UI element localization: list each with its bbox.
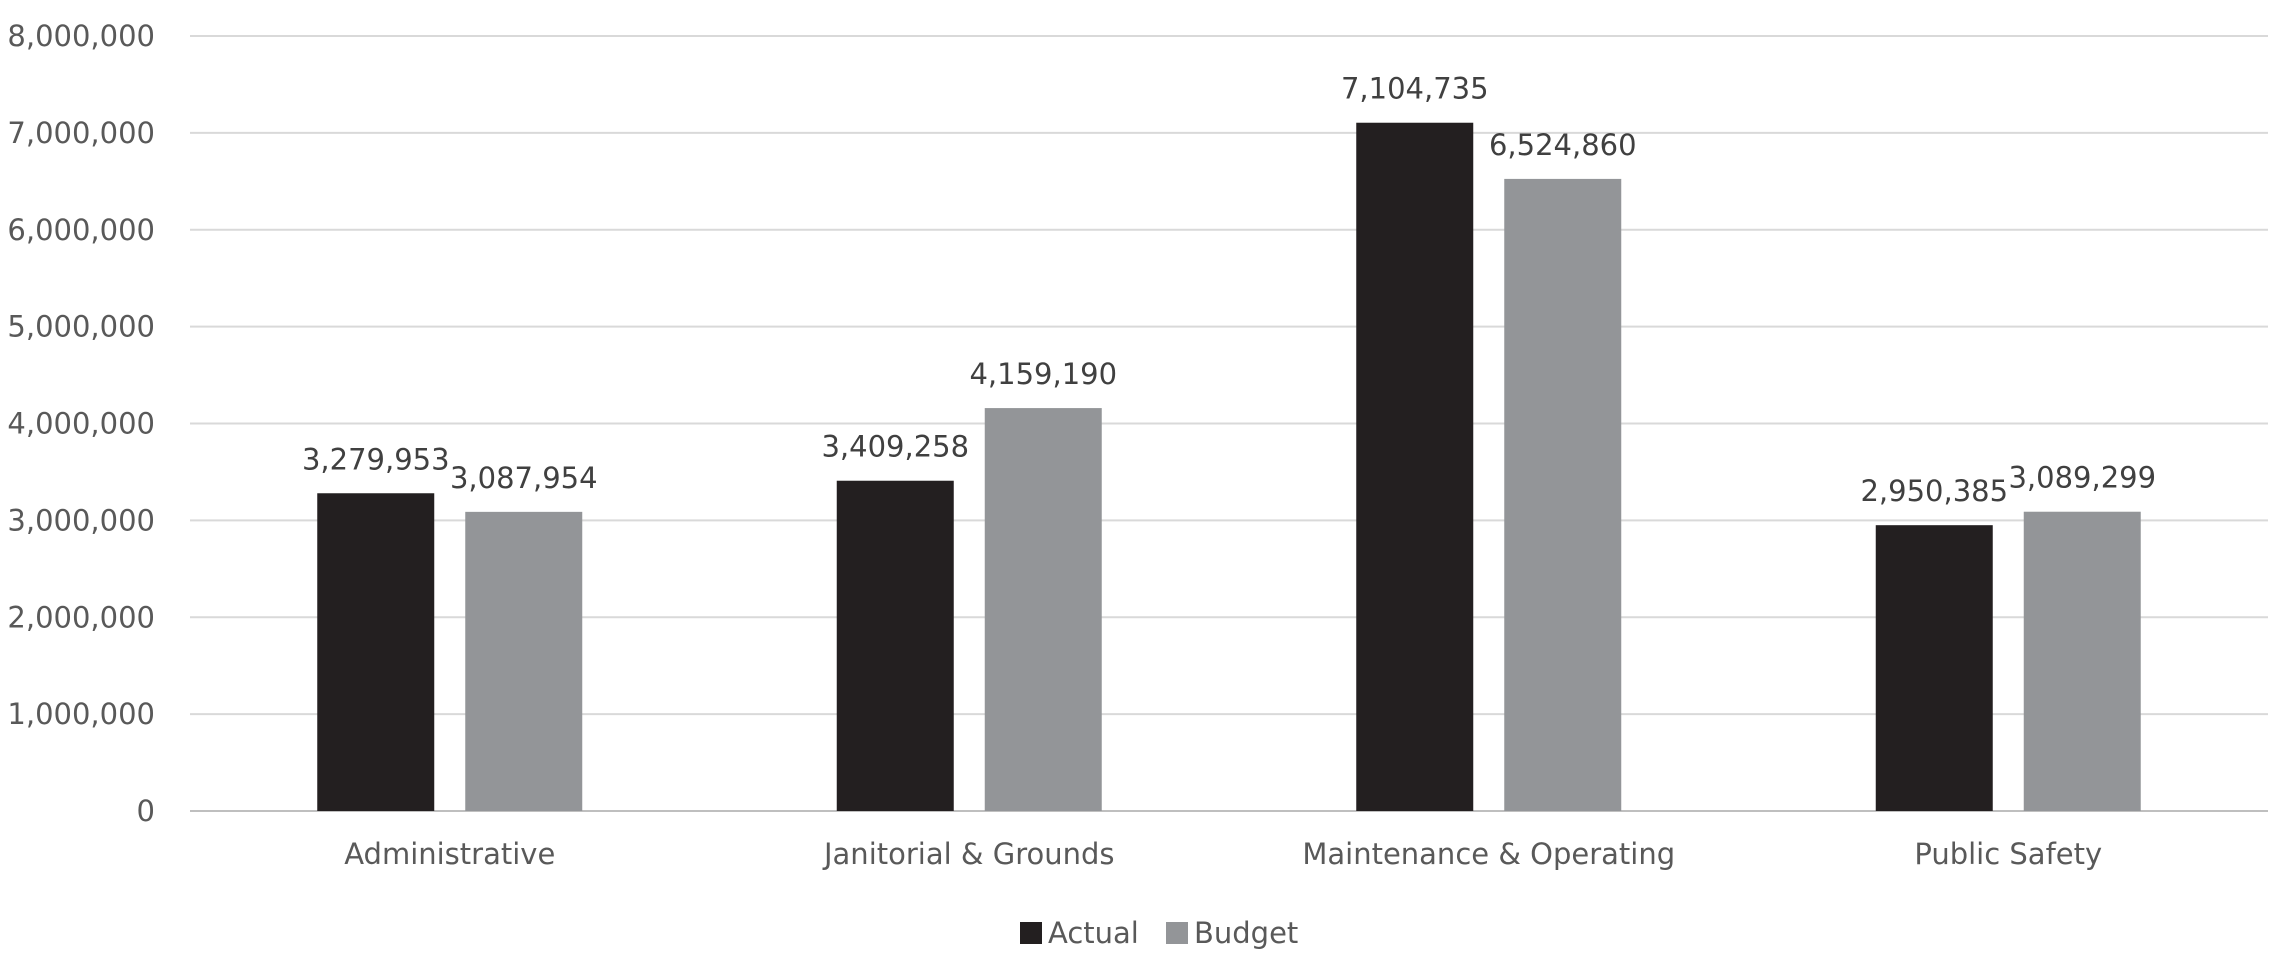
bars (317, 122, 2141, 812)
legend-label-actual: Actual (1048, 916, 1139, 950)
bar-budget-0 (465, 511, 583, 811)
y-tick-label: 5,000,000 (7, 310, 155, 344)
data-label-budget-2: 6,524,860 (1489, 128, 1637, 162)
bar-budget-2 (1504, 178, 1622, 812)
y-tick-label: 8,000,000 (7, 19, 155, 53)
bar-actual-3 (1875, 525, 1993, 811)
bar-budget-1 (984, 408, 1102, 811)
data-label-actual-2: 7,104,735 (1341, 72, 1489, 106)
bar-actual-0 (317, 493, 435, 811)
data-label-actual-1: 3,409,258 (821, 430, 969, 464)
y-axis-tick-labels: 0 1,000,000 2,000,000 3,000,000 4,000,000 5,0… (7, 19, 155, 828)
legend-swatch-actual (1020, 922, 1042, 944)
y-tick-label: 4,000,000 (7, 407, 155, 441)
legend-swatch-budget (1166, 922, 1188, 944)
data-label-budget-3: 3,089,299 (2008, 461, 2156, 495)
bar-actual-1 (836, 480, 954, 811)
bar-actual-2 (1356, 122, 1474, 811)
x-category-label: Public Safety (1914, 837, 2102, 871)
data-label-actual-0: 3,279,953 (302, 442, 450, 476)
x-axis-category-labels: Administrative Janitorial & Grounds Mainte… (344, 837, 2102, 871)
y-tick-label: 6,000,000 (7, 213, 155, 247)
y-tick-label: 0 (137, 794, 155, 828)
data-label-budget-1: 4,159,190 (969, 357, 1117, 391)
bar-budget-3 (2023, 511, 2141, 811)
x-category-label: Maintenance & Operating (1302, 837, 1675, 871)
x-category-label: Janitorial & Grounds (822, 837, 1115, 871)
y-tick-label: 3,000,000 (7, 503, 155, 537)
legend-label-budget: Budget (1194, 916, 1298, 950)
data-label-budget-0: 3,087,954 (450, 461, 598, 495)
y-tick-label: 2,000,000 (7, 600, 155, 634)
legend: Actual Budget (1020, 916, 1298, 950)
x-category-label: Administrative (344, 837, 555, 871)
data-label-actual-3: 2,950,385 (1860, 474, 2008, 508)
y-tick-label: 1,000,000 (7, 697, 155, 731)
y-tick-label: 7,000,000 (7, 116, 155, 150)
